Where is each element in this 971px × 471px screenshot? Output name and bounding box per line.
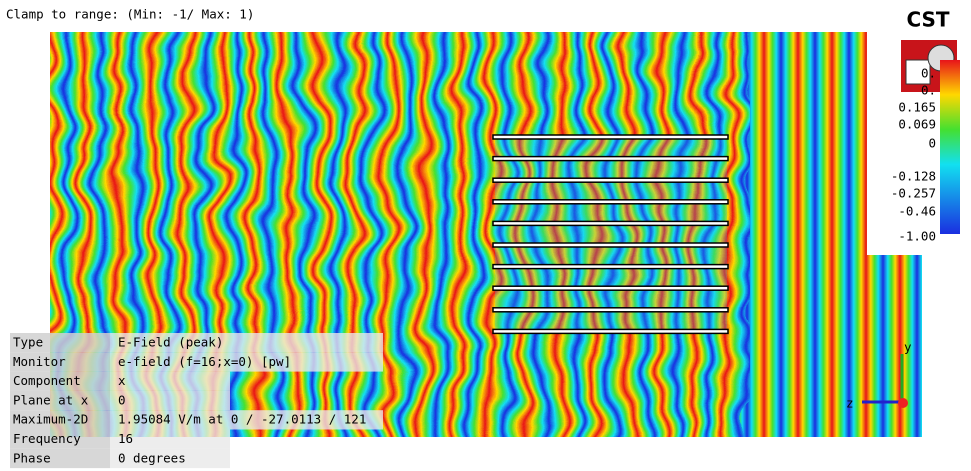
info-key-bg (10, 410, 110, 430)
axis-gizmo: y z (846, 340, 912, 411)
info-key: Phase (13, 450, 51, 465)
info-value-bg (110, 371, 230, 391)
info-value-bg (110, 390, 230, 411)
info-value-bg (110, 352, 383, 372)
info-value-bg (110, 333, 383, 353)
info-value: e-field (f=16;x=0) [pw] (118, 354, 291, 369)
grating-bar (492, 155, 729, 162)
logo-text: CST (906, 8, 949, 32)
grating-bar (492, 263, 729, 270)
info-key: Frequency (13, 431, 81, 446)
colorbar-label: 0. (921, 66, 936, 81)
grating-bar (492, 328, 729, 335)
colorbar-label: -0.257 (891, 186, 936, 201)
info-key-bg (10, 352, 110, 372)
grating-bar (492, 307, 729, 313)
grating-bar (492, 177, 729, 183)
axis-label: z (846, 396, 854, 411)
grating-bar (492, 199, 729, 205)
info-key: Maximum-2D (13, 412, 88, 427)
colorbar-label: -1.00 (898, 229, 936, 244)
colorbar-label: 0 (928, 136, 936, 151)
axis-label: y (904, 340, 912, 355)
info-value-bg (110, 410, 383, 430)
info-value: 0 (118, 392, 126, 407)
info-value: 0 degrees (118, 450, 186, 465)
colorbar-label: 0.165 (898, 100, 936, 115)
info-key-bg (10, 429, 110, 449)
info-key-bg (10, 448, 110, 469)
info-value-bg (110, 429, 230, 449)
info-key: Type (13, 335, 43, 350)
info-key-bg (10, 333, 110, 353)
info-key-bg (10, 390, 110, 411)
grating-bar (492, 242, 729, 248)
info-key: Monitor (13, 354, 66, 369)
colorbar (940, 60, 960, 234)
grating-bar (492, 220, 729, 227)
grating-bar (492, 134, 729, 140)
colorbar-label: 0. (921, 83, 936, 98)
info-value: 16 (118, 431, 133, 446)
info-key: Plane at x (13, 392, 89, 407)
grating-bar (492, 285, 729, 291)
info-key: Component (13, 373, 81, 388)
colorbar-label: -0.128 (891, 169, 936, 184)
colorbar-label: -0.46 (898, 204, 936, 219)
colorbar-label: 0.069 (898, 117, 936, 132)
grating-structure (492, 134, 729, 335)
info-value-bg (110, 448, 230, 469)
info-value: 1.95084 V/m at 0 / -27.0113 / 121 (118, 412, 366, 427)
info-key-bg (10, 371, 110, 391)
info-value: x (118, 373, 126, 388)
info-value: E-Field (peak) (118, 335, 223, 350)
clamp-label: Clamp to range: (Min: -1/ Max: 1) (6, 7, 254, 22)
